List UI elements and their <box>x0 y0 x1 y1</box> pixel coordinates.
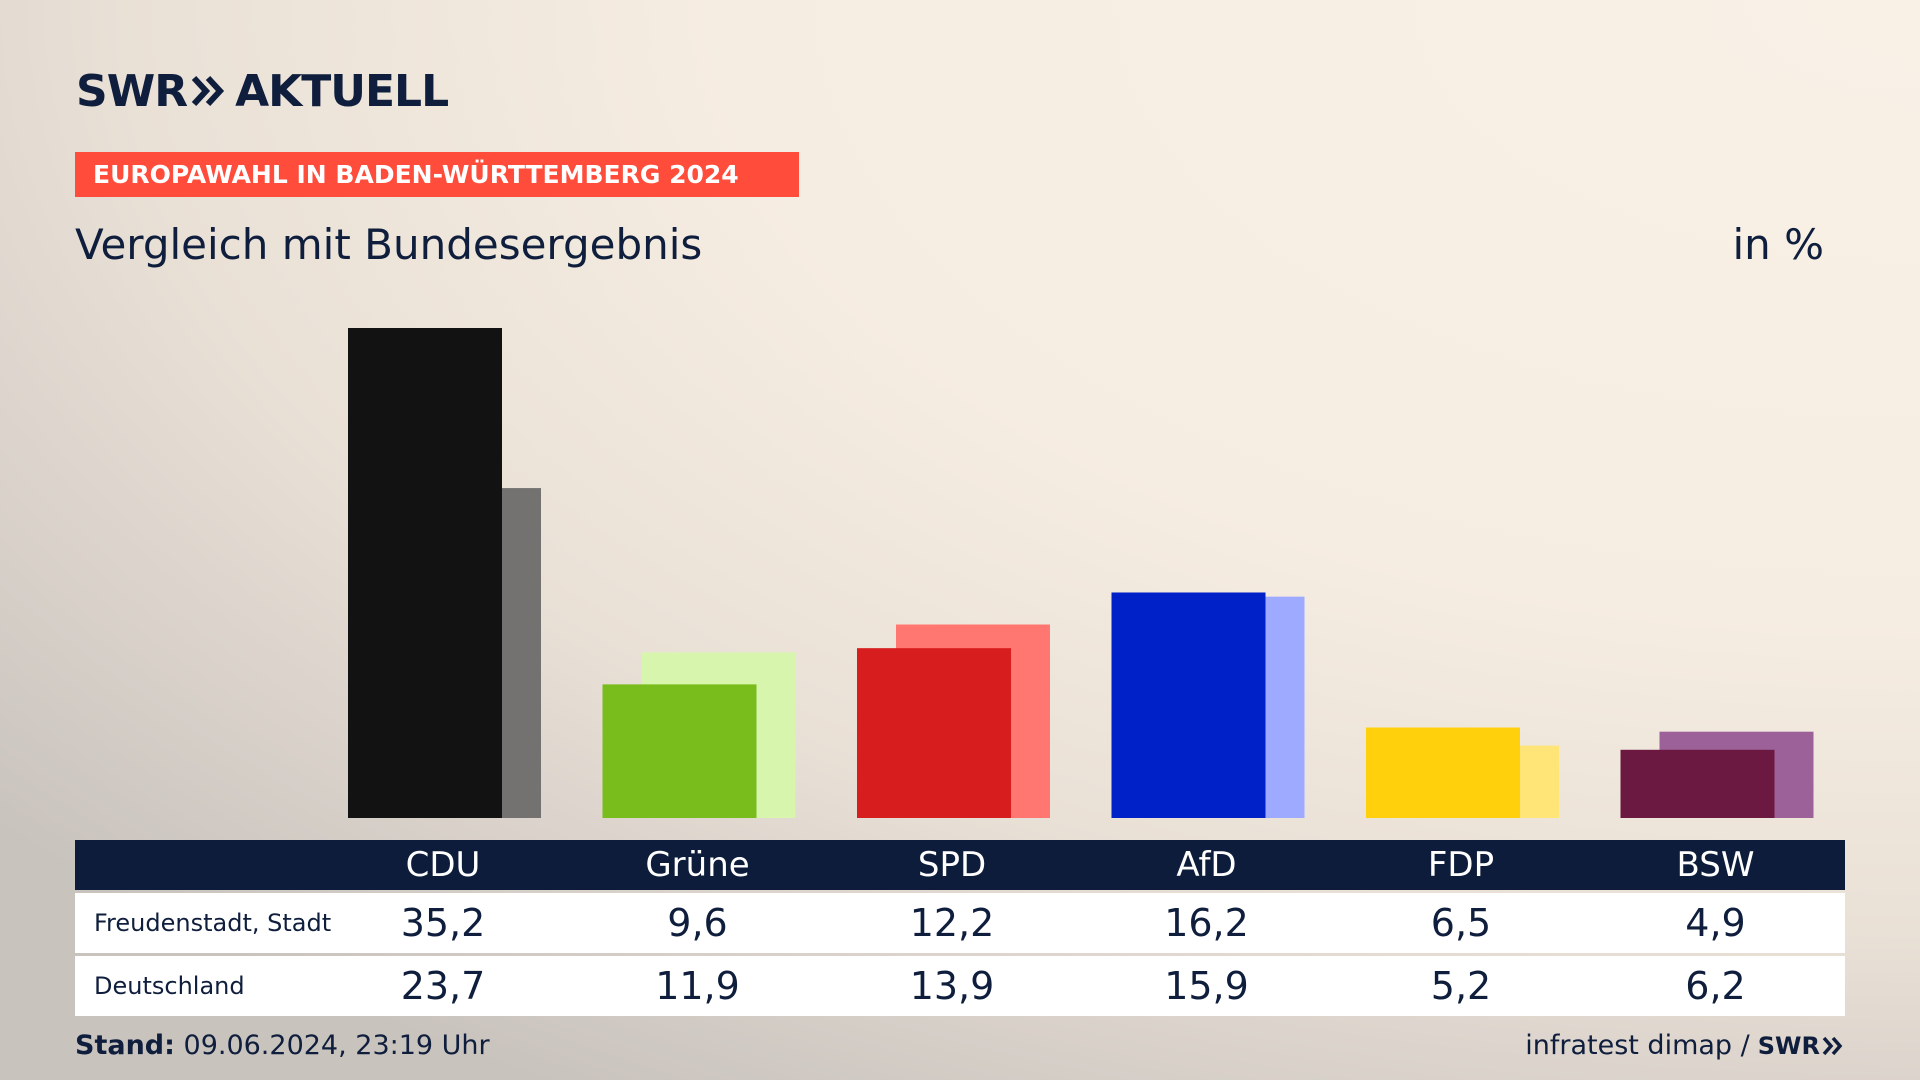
timestamp: Stand: 09.06.2024, 23:19 Uhr <box>75 1030 490 1061</box>
value-cell-fdp: 6,5 <box>1430 901 1492 945</box>
value-cell-afd: 16,2 <box>1164 901 1249 945</box>
bar-freudenstadt-afd <box>1111 592 1266 818</box>
value-cell-bsw: 6,2 <box>1685 964 1746 1008</box>
source-brand-text: SWR <box>1757 1031 1820 1060</box>
party-header-cdu: CDU <box>405 845 481 885</box>
bar-chart <box>348 328 1814 818</box>
value-cell-cdu: 23,7 <box>400 964 486 1008</box>
value-cell-bsw: 4,9 <box>1685 901 1746 945</box>
table-header-row: CDU Grüne SPD AfD FDP BSW <box>75 840 1845 890</box>
logo-aktuell-text: AKTUELL <box>235 65 449 117</box>
row-label: Deutschland <box>94 972 245 1000</box>
swr-aktuell-logo: SWR AKTUELL <box>76 65 449 117</box>
value-cell-grüne: 9,6 <box>667 901 728 945</box>
value-cell-cdu: 35,2 <box>400 901 486 945</box>
value-cell-grüne: 11,9 <box>655 964 740 1008</box>
election-banner: EUROPAWAHL IN BADEN-WÜRTTEMBERG 2024 <box>75 152 799 197</box>
double-chevron-icon <box>1822 1036 1843 1055</box>
chart-subtitle: Vergleich mit Bundesergebnis <box>75 220 703 269</box>
party-header-fdp: FDP <box>1427 845 1495 885</box>
bar-freudenstadt-spd <box>857 648 1011 818</box>
party-header-afd: AfD <box>1176 845 1237 885</box>
bar-freudenstadt-cdu <box>348 328 502 818</box>
table-row: Deutschland 23,7 11,9 13,9 15,9 5,2 6,2 <box>75 956 1845 1016</box>
bar-freudenstadt-fdp <box>1366 727 1520 818</box>
value-cell-spd: 12,2 <box>909 901 995 945</box>
unit-label: in % <box>1732 220 1824 269</box>
value-cell-fdp: 5,2 <box>1430 964 1492 1008</box>
stand-value: 09.06.2024, 23:19 Uhr <box>183 1030 490 1061</box>
row-label: Freudenstadt, Stadt <box>94 909 332 937</box>
value-cell-spd: 13,9 <box>909 964 995 1008</box>
bar-freudenstadt-bsw <box>1620 749 1775 818</box>
source-brand: SWR <box>1758 1032 1844 1060</box>
bar-freudenstadt-grüne <box>602 684 757 818</box>
double-chevron-icon <box>191 74 225 108</box>
party-header-bsw: BSW <box>1676 845 1755 885</box>
party-header-spd: SPD <box>917 845 987 885</box>
source-text: infratest dimap / <box>1525 1030 1750 1061</box>
logo-swr-text: SWR <box>76 65 188 117</box>
value-cell-afd: 15,9 <box>1164 964 1249 1008</box>
party-header-grüne: Grüne <box>645 845 750 885</box>
table-row: Freudenstadt, Stadt 35,2 9,6 12,2 16,2 6,5 4,… <box>75 893 1845 953</box>
stand-label: Stand: <box>75 1030 175 1061</box>
source-credit: infratest dimap / SWR <box>1525 1030 1844 1061</box>
results-table: CDU Grüne SPD AfD FDP BSW Freudenstadt, Stadt… <box>75 840 1845 1016</box>
